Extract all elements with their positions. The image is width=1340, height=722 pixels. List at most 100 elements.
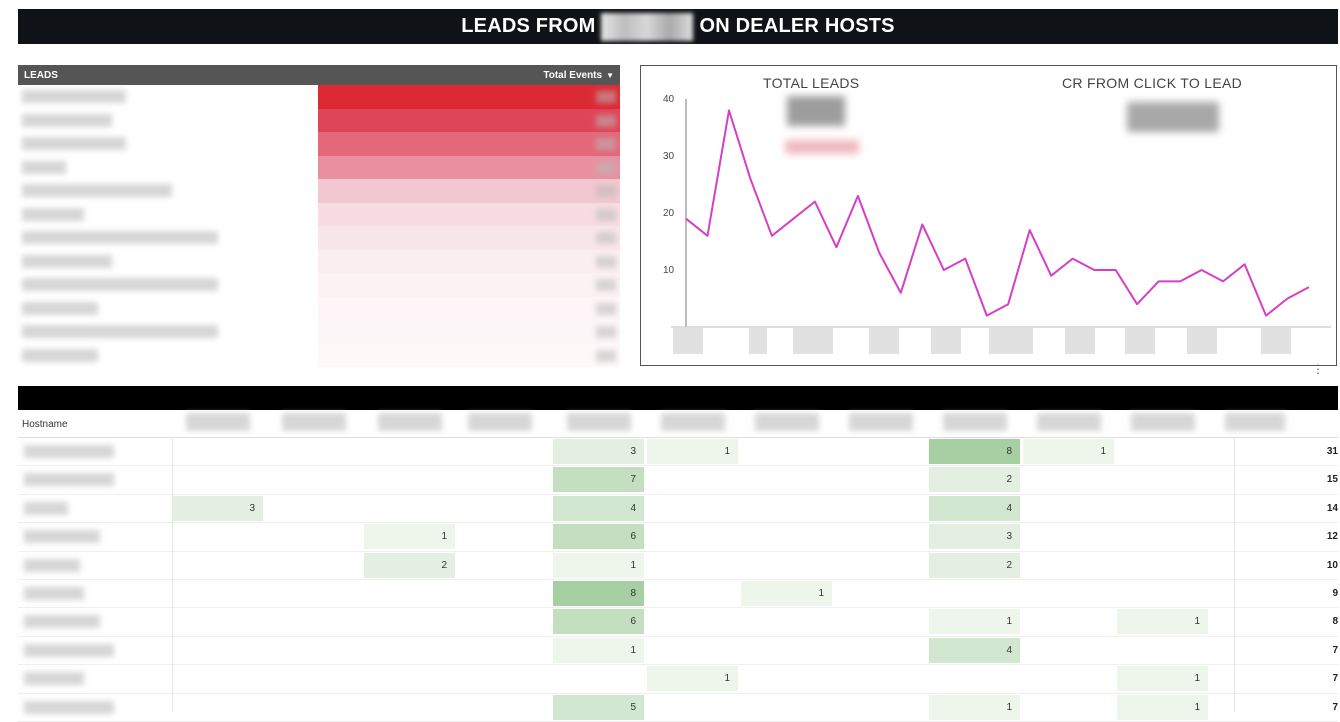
x-tick-label-redacted [673, 328, 703, 354]
lead-value-redacted [596, 91, 616, 103]
row-total: 9 [1332, 587, 1338, 599]
table-cell [454, 638, 545, 663]
column-header-redacted[interactable] [378, 413, 442, 431]
table-cell [454, 439, 545, 464]
table-cell [172, 524, 263, 549]
table-cell: 4 [929, 495, 1020, 521]
lead-row[interactable] [18, 296, 620, 320]
table-cell [1117, 496, 1208, 521]
table-cell [172, 609, 263, 634]
lead-row[interactable] [18, 179, 620, 203]
table-cell [172, 467, 263, 492]
table-cell: 1 [553, 637, 644, 663]
leads-table-header: LEADS Total Events ▼ [18, 65, 620, 85]
table-cell [1117, 467, 1208, 492]
table-cell: 1 [1117, 666, 1208, 692]
hostname-column-header[interactable]: Hostname [22, 419, 68, 430]
table-row[interactable]: 1 6 3 12 [18, 523, 1338, 552]
lead-row[interactable] [18, 320, 620, 344]
table-row[interactable]: 5 1 1 7 [18, 694, 1338, 722]
table-row[interactable]: 7 2 15 [18, 466, 1338, 495]
lead-row[interactable] [18, 343, 620, 367]
lead-row[interactable] [18, 226, 620, 250]
table-cell [647, 553, 738, 578]
table-cell [1023, 496, 1114, 521]
more-options-icon[interactable]: ⋮ [1312, 362, 1324, 376]
column-header-redacted[interactable] [849, 413, 913, 431]
lead-name-redacted [22, 278, 218, 291]
table-cell [268, 666, 359, 691]
lead-name-redacted [22, 348, 98, 362]
lead-value-redacted [596, 138, 616, 150]
column-header-redacted[interactable] [1131, 413, 1195, 431]
table-cell [364, 581, 455, 606]
row-total: 7 [1332, 701, 1338, 713]
x-tick-label-redacted [1187, 328, 1217, 354]
table-cell [741, 609, 832, 634]
title-left: LEADS FROM [461, 15, 596, 37]
table-cell [835, 695, 926, 720]
column-header-redacted[interactable] [186, 413, 250, 431]
table-cell [1023, 581, 1114, 606]
table-cell [1117, 553, 1208, 578]
lead-bar [318, 296, 620, 320]
table-cell [929, 666, 1020, 691]
column-header-redacted[interactable] [1225, 413, 1285, 431]
hostname-redacted [24, 530, 100, 544]
page-title: LEADS FROM ON DEALER HOSTS [18, 9, 1338, 44]
table-cell [1023, 666, 1114, 691]
table-cell [835, 467, 926, 492]
table-cell [172, 553, 263, 578]
table-cell: 3 [172, 495, 263, 521]
table-row[interactable]: 3 4 4 14 [18, 495, 1338, 524]
table-cell: 6 [553, 609, 644, 635]
lead-name-redacted [22, 113, 112, 127]
leads-line-chart: 40 30 20 10 [663, 94, 1331, 354]
lead-row[interactable] [18, 249, 620, 273]
lead-row[interactable] [18, 108, 620, 132]
table-cell [364, 496, 455, 521]
hostname-redacted [24, 700, 114, 714]
total-leads-value-redacted [787, 96, 845, 126]
column-header-redacted[interactable] [1037, 413, 1101, 431]
lead-row[interactable] [18, 85, 620, 109]
hostname-redacted [24, 672, 84, 686]
table-cell [741, 553, 832, 578]
table-cell: 2 [929, 552, 1020, 578]
lead-row[interactable] [18, 132, 620, 156]
lead-bar [318, 202, 620, 226]
leads-chart-panel: TOTAL LEADS CR FROM CLICK TO LEAD 40 30 20… [640, 65, 1337, 366]
table-row[interactable]: 1 4 7 [18, 637, 1338, 666]
hostname-pivot-table: Hostname 3 1 8 1 31 7 2 15 3 4 4 14 1 6 3 12 2 1 2 10 8 1 9 6 1 1… [18, 410, 1338, 722]
table-row[interactable]: 6 1 1 8 [18, 608, 1338, 637]
lead-row[interactable] [18, 155, 620, 179]
table-cell: 3 [553, 439, 644, 464]
row-total: 12 [1326, 531, 1338, 543]
column-header-redacted[interactable] [755, 413, 819, 431]
table-row[interactable]: 1 1 7 [18, 665, 1338, 694]
table-cell [268, 496, 359, 521]
column-header-redacted[interactable] [943, 413, 1007, 431]
hostname-redacted [24, 558, 80, 572]
table-cell [364, 467, 455, 492]
table-cell: 1 [553, 552, 644, 578]
table-cell [172, 666, 263, 691]
column-header-redacted[interactable] [661, 413, 725, 431]
column-header-redacted[interactable] [282, 413, 346, 431]
column-header-redacted[interactable] [567, 413, 631, 431]
table-cell [741, 467, 832, 492]
pivot-rows: 3 1 8 1 31 7 2 15 3 4 4 14 1 6 3 12 2 1 2 10 8 1 9 6 1 1 8 1 4 7 1 1 7 5 1… [18, 438, 1338, 722]
table-row[interactable]: 8 1 9 [18, 580, 1338, 609]
sort-total-events[interactable]: Total Events ▼ [543, 70, 614, 81]
table-row[interactable]: 3 1 8 1 31 [18, 438, 1338, 467]
hostname-redacted [24, 473, 114, 487]
column-header-redacted[interactable] [468, 413, 532, 431]
table-cell [364, 666, 455, 691]
table-cell [172, 638, 263, 663]
table-cell [1023, 638, 1114, 663]
table-cell [741, 496, 832, 521]
table-row[interactable]: 2 1 2 10 [18, 552, 1338, 580]
lead-row[interactable] [18, 202, 620, 226]
lead-row[interactable] [18, 273, 620, 297]
lead-bar [318, 249, 620, 273]
